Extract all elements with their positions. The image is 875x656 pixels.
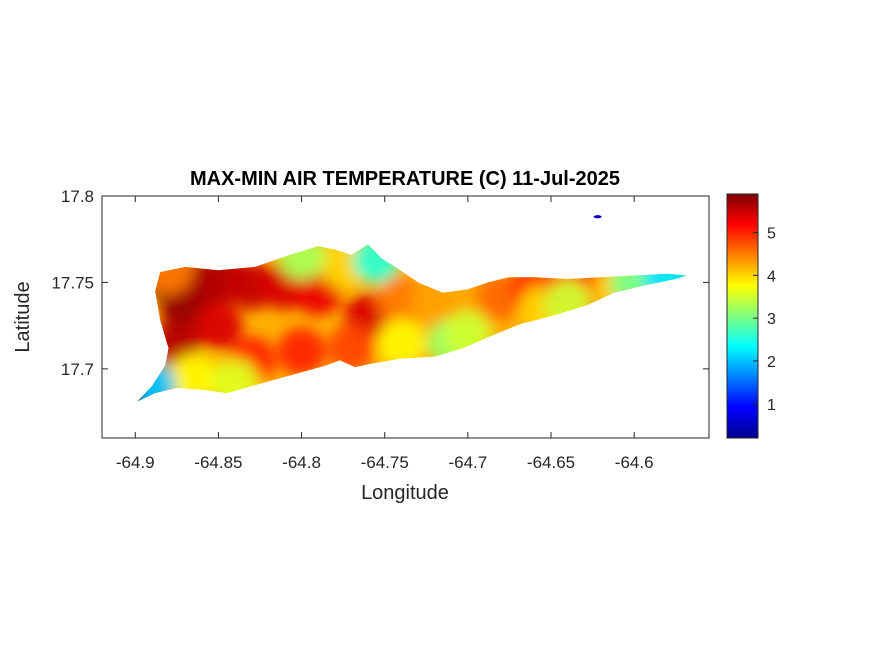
heat-cell-11 xyxy=(277,327,326,376)
x-axis-label: Longitude xyxy=(361,482,449,504)
y-ticks: 17.7 17.75 17.8 xyxy=(51,187,709,379)
axes-box xyxy=(101,195,710,439)
x-tick-label: -64.9 xyxy=(116,453,155,472)
colorbar-tick-label: 1 xyxy=(767,397,776,414)
x-tick-label: -64.6 xyxy=(615,453,654,472)
heat-cell-17 xyxy=(377,318,426,367)
colorbar-ticks: 1 2 3 4 5 xyxy=(753,226,776,414)
x-tick-label: -64.75 xyxy=(361,453,409,472)
colorbar-tick-label: 5 xyxy=(767,226,776,243)
x-tick-label: -64.85 xyxy=(194,453,242,472)
chart-title: MAX-MIN AIR TEMPERATURE (C) 11-Jul-2025 xyxy=(190,168,620,190)
y-axis-label: Latitude xyxy=(12,281,34,352)
heat-cell-34 xyxy=(136,392,146,402)
islets-layer xyxy=(593,215,602,219)
colorbar: 1 2 3 4 5 xyxy=(726,193,776,439)
islet-0 xyxy=(593,215,602,219)
heat-cell-12 xyxy=(327,324,376,373)
plot-area: -64.9 -64.85 -64.8 -64.75 -64.7 -64.65 -64.6 1… xyxy=(51,187,710,472)
colorbar-tick-label: 2 xyxy=(767,354,776,371)
x-ticks: -64.9 -64.85 -64.8 -64.75 -64.7 -64.65 -64.6 xyxy=(116,196,654,472)
x-tick-label: -64.7 xyxy=(448,453,487,472)
colorbar-gradient xyxy=(726,193,759,439)
y-tick-label: 17.8 xyxy=(61,187,94,206)
colorbar-tick-label: 4 xyxy=(767,268,776,285)
y-tick-label: 17.75 xyxy=(51,273,94,292)
colorbar-tick-label: 3 xyxy=(767,311,776,328)
heat-cell-5 xyxy=(227,261,276,310)
x-tick-label: -64.65 xyxy=(527,453,575,472)
heat-cell-6 xyxy=(194,301,243,350)
y-tick-label: 17.7 xyxy=(61,360,94,379)
x-tick-label: -64.8 xyxy=(282,453,321,472)
